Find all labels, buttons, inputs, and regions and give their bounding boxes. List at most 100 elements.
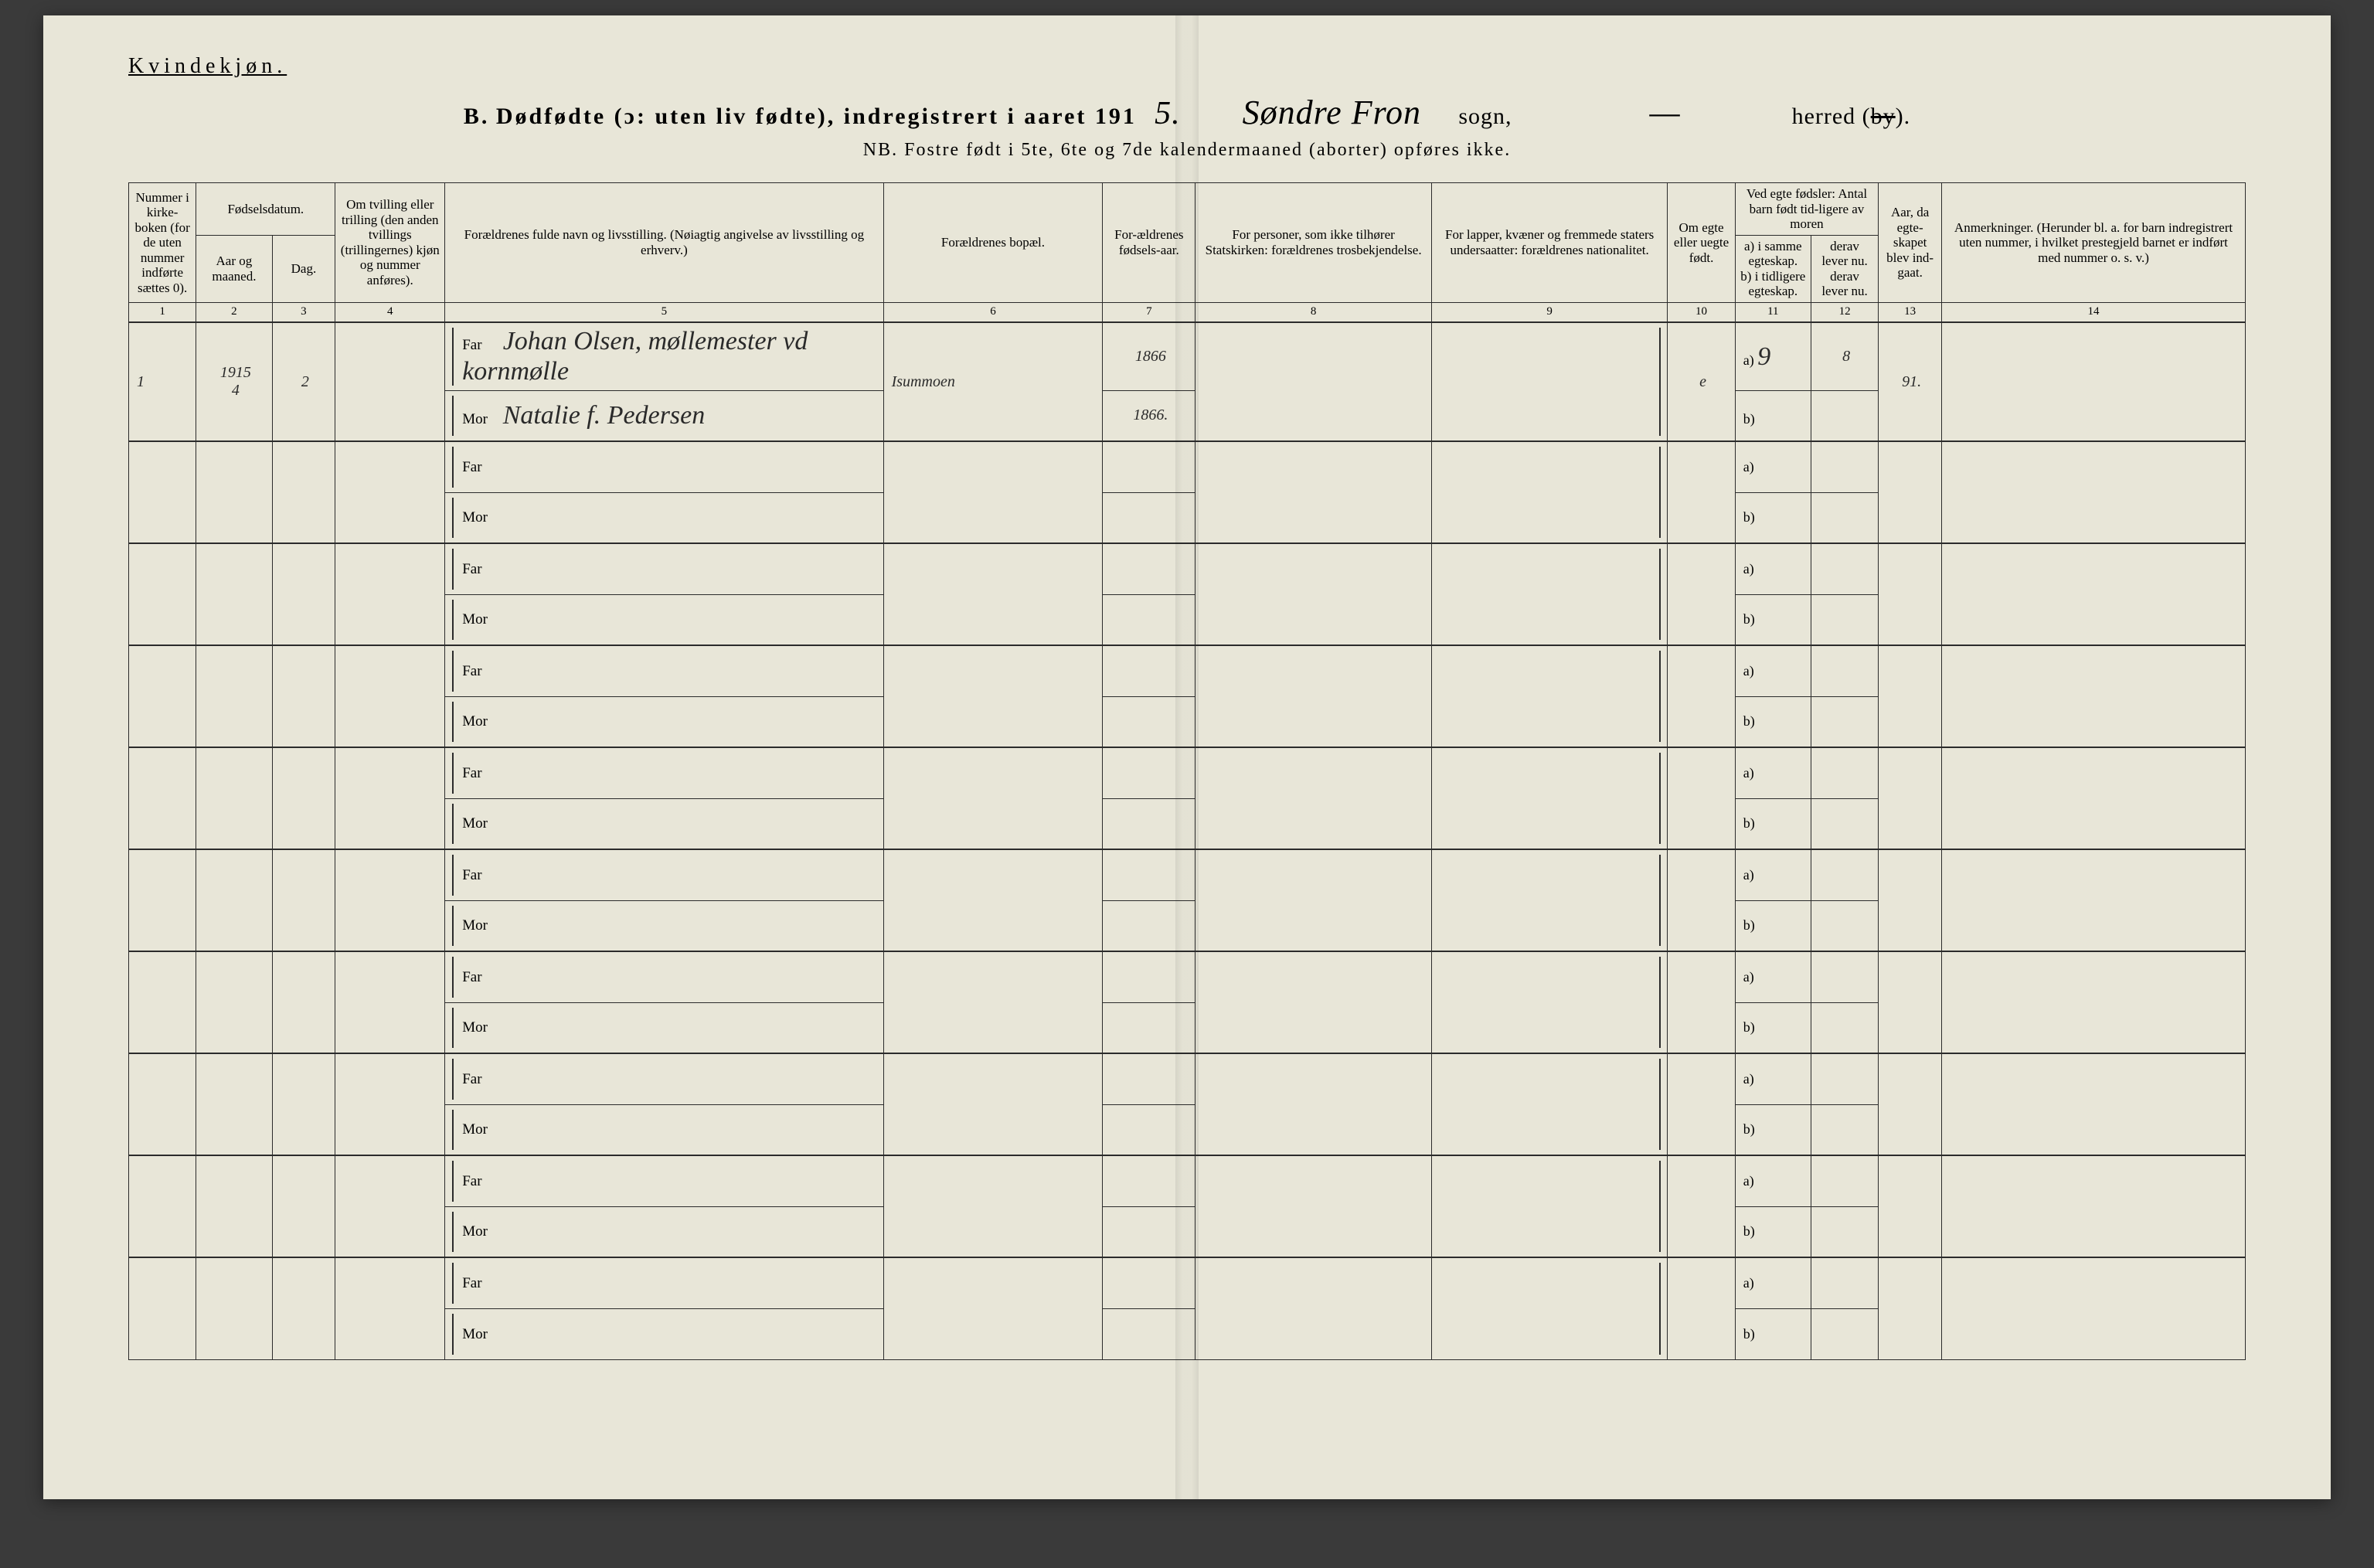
entry-twin xyxy=(335,645,445,747)
a-label: a) xyxy=(1743,765,1754,781)
entry-nationality xyxy=(1431,322,1668,441)
entry-c11a: a) xyxy=(1735,1053,1811,1104)
entry-number: 1 xyxy=(129,322,196,441)
far-label: Far xyxy=(462,765,496,782)
colnum: 9 xyxy=(1431,302,1668,322)
table-row-far: Fara) xyxy=(129,849,2246,900)
entry-c13 xyxy=(1879,543,1942,645)
far-label: Far xyxy=(462,969,496,986)
entry-residence xyxy=(883,747,1103,849)
entry-father: Far xyxy=(445,747,883,798)
entry-remarks xyxy=(1942,543,2246,645)
entry-mother: Mor xyxy=(445,1104,883,1155)
entry-c13 xyxy=(1879,951,1942,1053)
entry-residence xyxy=(883,1257,1103,1359)
a-label: a) xyxy=(1743,459,1754,474)
mother-birth-year xyxy=(1103,492,1196,543)
colnum: 3 xyxy=(272,302,335,322)
a-label: a) xyxy=(1743,352,1757,368)
entry-faith xyxy=(1196,543,1432,645)
entry-twin xyxy=(335,747,445,849)
entry-c11a: a) xyxy=(1735,1155,1811,1206)
entry-day: 2 xyxy=(272,322,335,441)
colnum: 1 xyxy=(129,302,196,322)
entry-c12a xyxy=(1811,747,1878,798)
entry-remarks xyxy=(1942,951,2246,1053)
entry-mother: Mor xyxy=(445,1002,883,1053)
table-row-far: Fara) xyxy=(129,1155,2246,1206)
far-label: Far xyxy=(462,337,496,354)
entry-c13 xyxy=(1879,441,1942,543)
entry-c11b: b) xyxy=(1735,1308,1811,1359)
mor-label: Mor xyxy=(462,1121,496,1138)
entry-c13 xyxy=(1879,1257,1942,1359)
entry-c12b xyxy=(1811,900,1878,951)
entry-faith xyxy=(1196,645,1432,747)
entry-year-month xyxy=(196,1257,272,1359)
entry-residence xyxy=(883,951,1103,1053)
entry-year-month xyxy=(196,747,272,849)
a-label: a) xyxy=(1743,561,1754,577)
nb-note: NB. Fostre født i 5te, 6te og 7de kalend… xyxy=(128,140,2246,161)
entry-residence xyxy=(883,1155,1103,1257)
entry-father: Far xyxy=(445,441,883,492)
entry-number xyxy=(129,441,196,543)
entry-mother: Mor xyxy=(445,492,883,543)
entry-father: Far xyxy=(445,1053,883,1104)
entry-father: Far xyxy=(445,543,883,594)
b-label: b) xyxy=(1743,1121,1755,1137)
entry-twin xyxy=(335,441,445,543)
herred-label: herred ( xyxy=(1792,104,1871,129)
entry-number xyxy=(129,645,196,747)
mother-birth-year xyxy=(1103,1308,1196,1359)
entry-twin xyxy=(335,849,445,951)
entry-nationality xyxy=(1431,1053,1668,1155)
register-table: Nummer i kirke-boken (for de uten nummer… xyxy=(128,182,2246,1360)
entry-day xyxy=(272,1257,335,1359)
entry-mother: Mor xyxy=(445,1308,883,1359)
mor-label: Mor xyxy=(462,1223,496,1240)
entry-number xyxy=(129,849,196,951)
a-label: a) xyxy=(1743,1275,1754,1291)
entry-number xyxy=(129,543,196,645)
entry-number xyxy=(129,951,196,1053)
colnum: 14 xyxy=(1942,302,2246,322)
entry-c13 xyxy=(1879,849,1942,951)
father-birth-year: 1866 xyxy=(1103,322,1196,390)
entry-remarks xyxy=(1942,747,2246,849)
gender-heading: Kvindekjøn. xyxy=(128,54,2246,79)
colnum: 11 xyxy=(1735,302,1811,322)
entry-remarks xyxy=(1942,1257,2246,1359)
far-label: Far xyxy=(462,1275,496,1292)
col-4-header: Om tvilling eller trilling (den anden tv… xyxy=(335,183,445,303)
table-row-far: Far a) xyxy=(129,1257,2246,1308)
entry-number xyxy=(129,747,196,849)
entry-c12a xyxy=(1811,1155,1878,1206)
far-label: Far xyxy=(462,663,496,680)
col-14-header: Anmerkninger. (Herunder bl. a. for barn … xyxy=(1942,183,2246,303)
col-5-header: Forældrenes fulde navn og livsstilling. … xyxy=(445,183,883,303)
entry-year-month xyxy=(196,645,272,747)
entry-year-month xyxy=(196,849,272,951)
entry-faith xyxy=(1196,441,1432,543)
colnum: 5 xyxy=(445,302,883,322)
entry-faith xyxy=(1196,322,1432,441)
entry-c12a xyxy=(1811,645,1878,696)
sogn-label: sogn, xyxy=(1458,104,1512,129)
col-2-header: Aar og maaned. xyxy=(196,235,272,302)
col-13-header: Aar, da egte-skapet blev ind-gaat. xyxy=(1879,183,1942,303)
col-8-header: For personer, som ikke tilhører Statskir… xyxy=(1196,183,1432,303)
colnum: 10 xyxy=(1668,302,1735,322)
entry-legitimacy xyxy=(1668,1155,1735,1257)
entry-remarks xyxy=(1942,645,2246,747)
mor-label: Mor xyxy=(462,1019,496,1036)
table-row-far: Far a) xyxy=(129,543,2246,594)
mor-label: Mor xyxy=(462,815,496,832)
entry-faith xyxy=(1196,1155,1432,1257)
entry-residence xyxy=(883,543,1103,645)
entry-nationality xyxy=(1431,951,1668,1053)
colnum: 13 xyxy=(1879,302,1942,322)
colnum: 2 xyxy=(196,302,272,322)
entry-legitimacy xyxy=(1668,1257,1735,1359)
table-head: Nummer i kirke-boken (for de uten nummer… xyxy=(129,183,2246,323)
